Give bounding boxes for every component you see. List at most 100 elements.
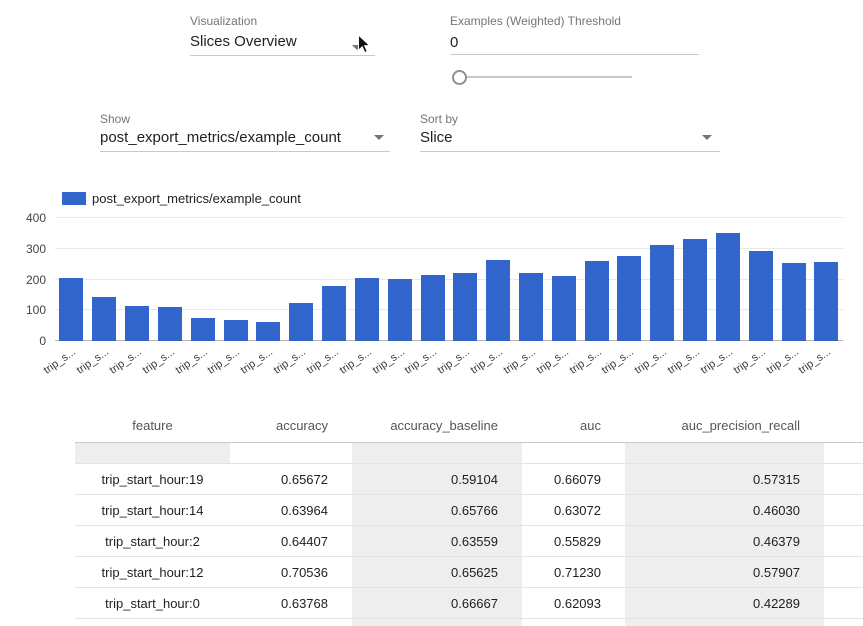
metric-cell: 0.44173	[625, 619, 824, 626]
x-tick-label: trip_s...	[42, 346, 78, 377]
bar[interactable]	[289, 303, 313, 341]
bar[interactable]	[388, 279, 412, 341]
show-dropdown[interactable]: post_export_metrics/example_count	[100, 129, 341, 146]
metric-cell: 0.57703	[824, 557, 863, 588]
bar[interactable]	[421, 275, 445, 341]
bar[interactable]	[749, 251, 773, 341]
threshold-slider-thumb[interactable]	[452, 70, 467, 85]
slicing-metrics-browser: Visualization Slices Overview Examples (…	[0, 0, 863, 626]
chevron-down-icon[interactable]	[374, 135, 384, 140]
column-header-average_loss[interactable]: average_loss	[824, 408, 863, 443]
column-header-feature[interactable]: feature	[75, 408, 230, 443]
feature-cell: trip_start_hour:12	[75, 557, 230, 588]
table-row[interactable]: trip_start_hour:230.660160.648440.583370…	[75, 619, 863, 626]
bar[interactable]	[617, 256, 641, 341]
threshold-input[interactable]	[450, 31, 699, 55]
bar[interactable]	[683, 239, 707, 341]
y-tick-label: 400	[26, 211, 46, 225]
threshold-slider-track[interactable]	[456, 76, 632, 78]
metric-cell: 0.66016	[230, 619, 352, 626]
sort-by-label: Sort by	[420, 112, 458, 126]
metric-cell: 0.63072	[522, 495, 625, 526]
y-tick-label: 300	[26, 242, 46, 256]
metric-cell: 0.65142	[824, 619, 863, 626]
table-row[interactable]: trip_start_hour:140.639640.657660.630720…	[75, 495, 863, 526]
metric-cell: 0.65625	[352, 557, 522, 588]
bar-plot	[55, 218, 843, 341]
plot-area	[55, 218, 843, 341]
column-header-accuracy_baseline[interactable]: accuracy_baseline	[352, 408, 522, 443]
table-row[interactable]: trip_start_hour:00.637680.666670.620930.…	[75, 588, 863, 619]
bar[interactable]	[256, 322, 280, 341]
bar[interactable]	[716, 233, 740, 341]
metric-cell: 0.42289	[625, 588, 824, 619]
table-body: trip_start_hour:190.656720.591040.660790…	[75, 443, 863, 626]
column-header-auc[interactable]: auc	[522, 408, 625, 443]
feature-cell: trip_start_hour:23	[75, 619, 230, 626]
y-tick-label: 100	[26, 303, 46, 317]
bar[interactable]	[552, 276, 576, 341]
feature-cell: trip_start_hour:2	[75, 526, 230, 557]
table-filter-row	[75, 443, 863, 464]
y-axis-labels: 0100200300400	[8, 218, 46, 341]
metric-cell: 0.63655	[824, 495, 863, 526]
feature-cell: trip_start_hour:19	[75, 464, 230, 495]
bar[interactable]	[355, 278, 379, 341]
metric-cell: 0.70536	[230, 557, 352, 588]
metric-cell: 0.55829	[522, 526, 625, 557]
bar[interactable]	[158, 307, 182, 341]
filter-cell	[522, 443, 625, 464]
filter-cell	[824, 443, 863, 464]
metric-cell: 0.63559	[352, 526, 522, 557]
bar[interactable]	[453, 273, 477, 341]
metric-cell: 0.63964	[230, 495, 352, 526]
bar[interactable]	[782, 263, 806, 341]
chevron-down-icon[interactable]	[702, 135, 712, 140]
legend-swatch	[62, 192, 86, 205]
metric-cell: 0.66079	[522, 464, 625, 495]
metric-cell: 0.64844	[352, 619, 522, 626]
bar[interactable]	[92, 297, 116, 341]
metric-cell: 0.57907	[625, 557, 824, 588]
column-header-accuracy[interactable]: accuracy	[230, 408, 352, 443]
metric-cell: 0.62093	[522, 588, 625, 619]
mouse-cursor-icon	[357, 34, 372, 55]
metric-cell: 0.57315	[625, 464, 824, 495]
table-row[interactable]: trip_start_hour:20.644070.635590.558290.…	[75, 526, 863, 557]
feature-cell: trip_start_hour:14	[75, 495, 230, 526]
metric-cell: 0.66667	[352, 588, 522, 619]
metric-cell: 0.46379	[625, 526, 824, 557]
filter-cell	[75, 443, 230, 464]
metric-cell: 0.59104	[352, 464, 522, 495]
filter-cell	[352, 443, 522, 464]
feature-cell: trip_start_hour:0	[75, 588, 230, 619]
bar[interactable]	[224, 320, 248, 341]
column-header-auc_precision_recall[interactable]: auc_precision_recall	[625, 408, 824, 443]
visualization-dropdown[interactable]: Slices Overview	[190, 33, 297, 50]
metric-cell: 0.46030	[625, 495, 824, 526]
filter-cell	[230, 443, 352, 464]
bar[interactable]	[519, 273, 543, 341]
legend-label: post_export_metrics/example_count	[92, 191, 301, 206]
bar[interactable]	[814, 262, 838, 341]
metrics-table: featureaccuracyaccuracy_baselineaucauc_p…	[75, 408, 863, 626]
bar[interactable]	[59, 278, 83, 341]
threshold-label: Examples (Weighted) Threshold	[450, 14, 621, 28]
table-row[interactable]: trip_start_hour:190.656720.591040.660790…	[75, 464, 863, 495]
sort-by-underline	[420, 151, 720, 152]
bar[interactable]	[585, 261, 609, 341]
sort-by-dropdown[interactable]: Slice	[420, 129, 453, 146]
metric-cell: 0.64654	[824, 464, 863, 495]
metric-cell: 0.62715	[824, 588, 863, 619]
filter-cell	[625, 443, 824, 464]
metric-cell: 0.67816	[824, 526, 863, 557]
bar[interactable]	[650, 245, 674, 341]
bar[interactable]	[125, 306, 149, 341]
metric-cell: 0.71230	[522, 557, 625, 588]
table-row[interactable]: trip_start_hour:120.705360.656250.712300…	[75, 557, 863, 588]
bar[interactable]	[191, 318, 215, 341]
metric-cell: 0.65672	[230, 464, 352, 495]
bar[interactable]	[486, 260, 510, 341]
bar[interactable]	[322, 286, 346, 341]
visualization-underline	[190, 55, 375, 56]
